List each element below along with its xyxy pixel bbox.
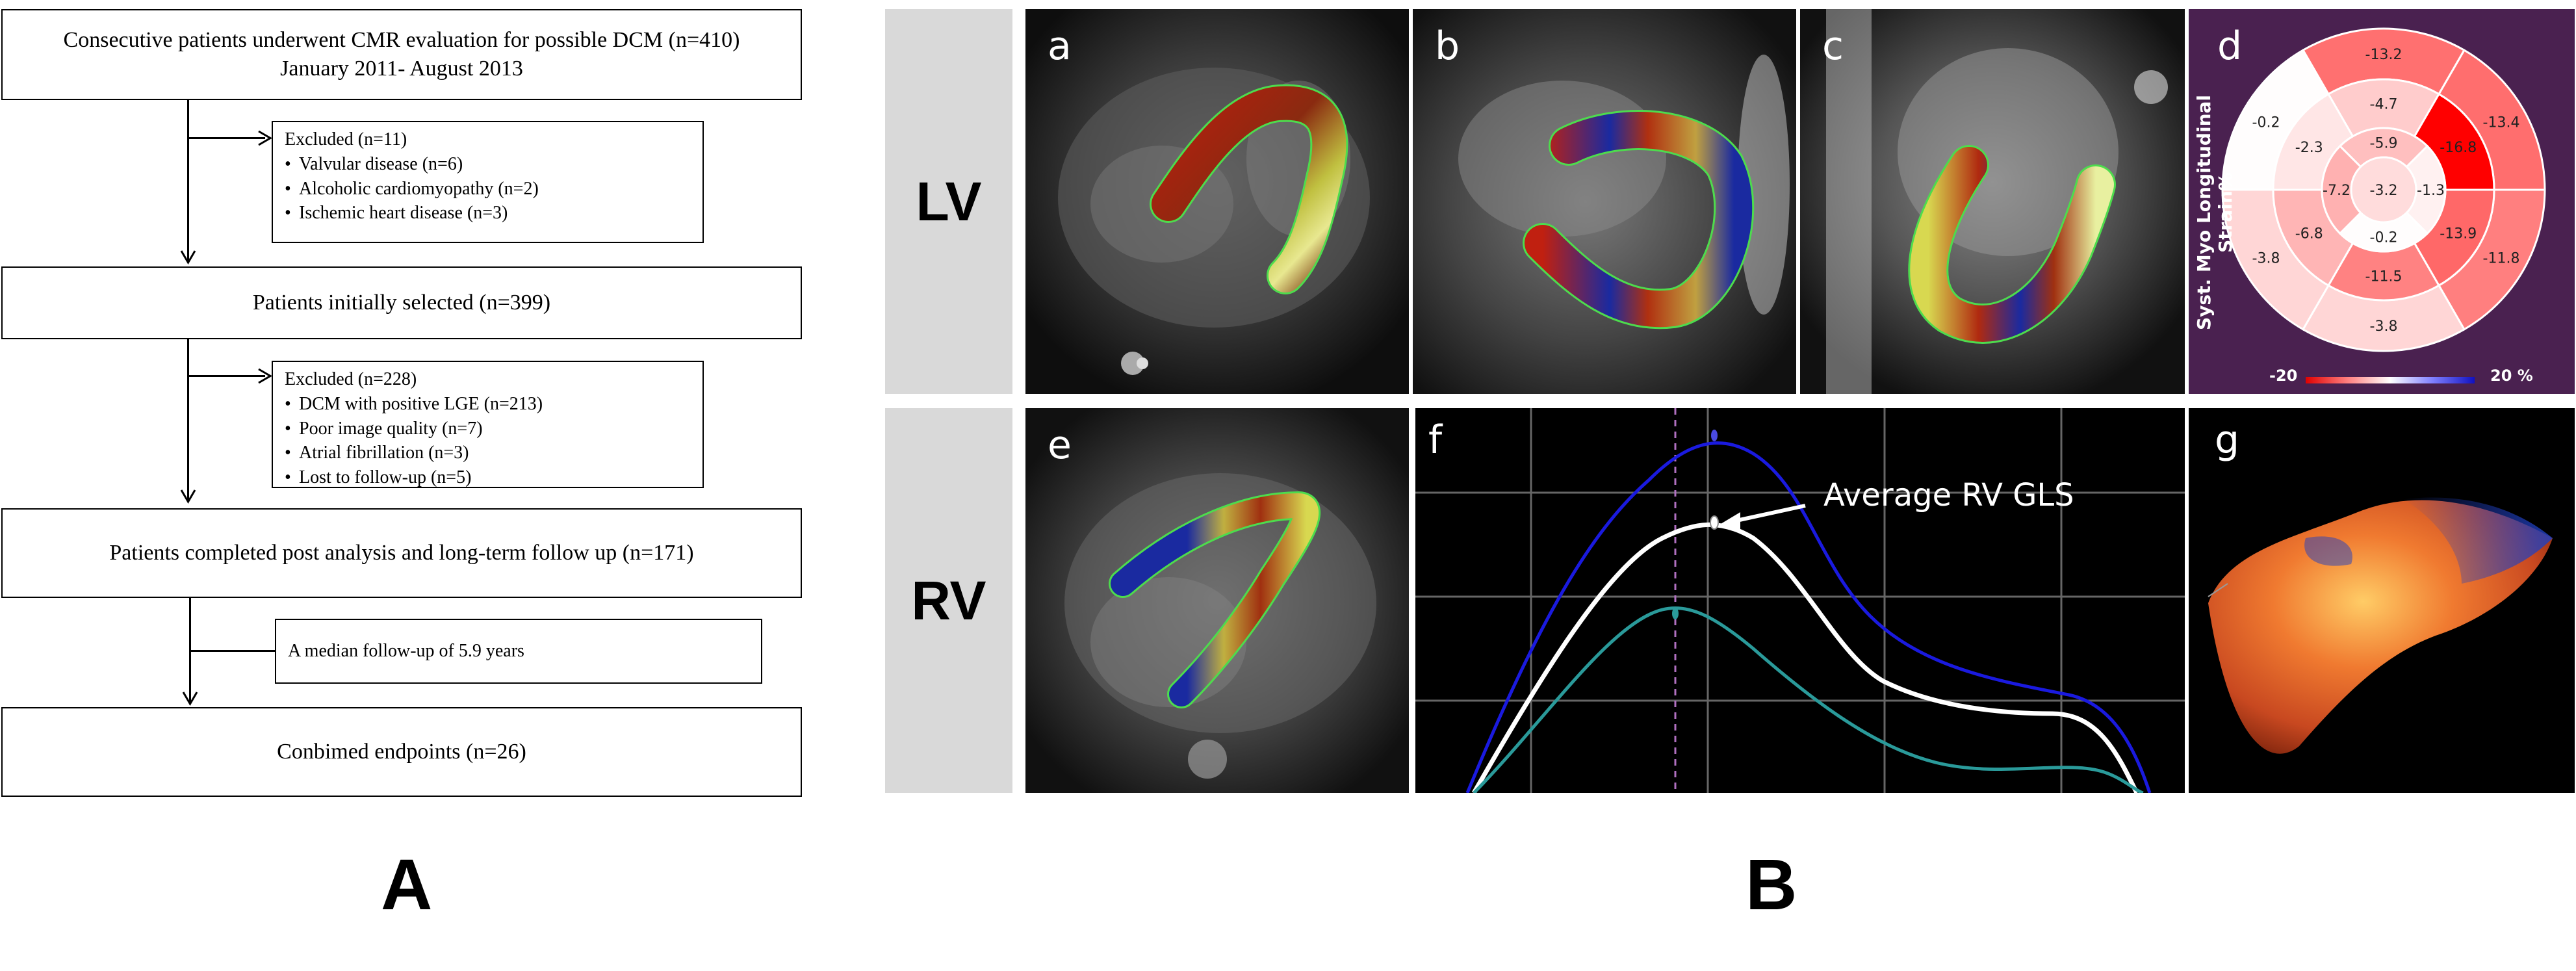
arrow-right-icon (258, 130, 272, 146)
cmr-four-chamber-image (1025, 9, 1409, 394)
arrow-right-icon (258, 368, 272, 384)
panel-a-cmr-image: a (1025, 9, 1409, 394)
cmr-short-axis-image (1413, 9, 1796, 394)
excluded-item: Lost to follow-up (n=5) (285, 465, 691, 490)
basal-segment-value: -11.8 (2483, 251, 2520, 267)
mid-segment-value: -16.8 (2440, 140, 2477, 156)
start-box: Consecutive patients underwent CMR evalu… (1, 9, 802, 100)
selected-box: Patients initially selected (n=399) (1, 266, 802, 339)
excluded-box-1: Excluded (n=11) Valvular disease (n=6) A… (272, 121, 704, 243)
arrow-down-icon (182, 692, 198, 706)
excluded-box-2: Excluded (n=228) DCM with positive LGE (… (272, 361, 704, 490)
figure-label-a: A (381, 845, 433, 925)
followup-text: A median follow-up of 5.9 years (288, 641, 524, 662)
arrow-down-icon (180, 489, 196, 504)
excluded-title: Excluded (n=11) (285, 129, 407, 149)
apex-segment-value: -3.2 (2370, 183, 2398, 199)
apical-segment-value: -5.9 (2370, 136, 2398, 152)
endpoints-box: Conbimed endpoints (n=26) (1, 707, 802, 797)
mid-segment-value: -2.3 (2295, 140, 2323, 156)
connector (187, 375, 265, 377)
panel-label-a: a (1048, 23, 1072, 69)
mid-segment-value: -13.9 (2440, 226, 2477, 242)
apical-segment-value: -1.3 (2417, 183, 2445, 199)
endpoints-text: Conbimed endpoints (n=26) (277, 739, 526, 764)
strain-curve-plot (1415, 408, 2185, 793)
panel-e-cmr-image: e (1025, 408, 1409, 793)
cmr-two-chamber-image (1800, 9, 2185, 394)
arrow-down-icon (180, 250, 196, 265)
average-rv-gls-annotation: Average RV GLS (1823, 477, 2074, 513)
panel-f-strain-curves: Average RV GLS f (1415, 408, 2185, 793)
completed-box: Patients completed post analysis and lon… (1, 508, 802, 598)
bullseye-title: Syst. Myo Longitudinal Strain% (2193, 95, 2236, 330)
row-label-lv-text: LV (916, 170, 982, 232)
curve-blue (1465, 441, 2152, 793)
basal-segment-value: -13.4 (2483, 115, 2520, 131)
connector (189, 650, 275, 652)
panel-g-3d-rendering: g (2189, 408, 2575, 793)
basal-segment-value: -13.2 (2365, 47, 2402, 63)
start-line2: January 2011- August 2013 (280, 57, 523, 81)
panel-label-f: f (1428, 417, 1443, 463)
mid-segment-value: -11.5 (2365, 269, 2402, 285)
connector (187, 137, 265, 139)
selected-text: Patients initially selected (n=399) (252, 290, 551, 315)
excluded-item: Poor image quality (n=7) (285, 417, 691, 441)
apical-segment-value: -7.2 (2323, 183, 2351, 199)
basal-segment-value: -3.8 (2370, 318, 2398, 335)
excluded-item: Alcoholic cardiomyopathy (n=2) (285, 177, 691, 201)
completed-text: Patients completed post analysis and lon… (109, 540, 694, 565)
connector (187, 100, 189, 261)
panel-label-d: d (2217, 23, 2243, 69)
apical-segment-value: -0.2 (2370, 230, 2398, 246)
color-scale-bar (2306, 377, 2475, 383)
panel-label-g: g (2215, 417, 2240, 463)
figure-label-b: B (1745, 845, 1797, 925)
mid-segment-value: -4.7 (2370, 97, 2398, 113)
bullseye-plot: -13.2 -13.4 -11.8 -3.8 -3.8 -0.2 -4.7 -16.8 -13.… (2221, 27, 2546, 352)
apex-segment (2350, 156, 2417, 224)
excluded-item: DCM with positive LGE (n=213) (285, 392, 691, 417)
curve-teal (1473, 606, 2144, 793)
mid-segment-value: -6.8 (2295, 226, 2323, 242)
rv-3d-strain-map (2208, 497, 2553, 754)
basal-segment-value: -0.2 (2252, 115, 2280, 131)
excluded-item: Ischemic heart disease (n=3) (285, 201, 691, 226)
panel-d-bullseye: -13.2 -13.4 -11.8 -3.8 -3.8 -0.2 -4.7 -16.8 -13.… (2189, 9, 2575, 394)
followup-box: A median follow-up of 5.9 years (275, 619, 762, 684)
curve-white (1471, 522, 2139, 793)
row-label-rv: RV (885, 408, 1012, 793)
scale-min-label: -20 (2269, 367, 2298, 385)
excluded-item: Atrial fibrillation (n=3) (285, 441, 691, 465)
panel-label-e: e (1048, 422, 1072, 468)
basal-segment-value: -3.8 (2252, 251, 2280, 267)
row-label-rv-text: RV (911, 569, 986, 631)
scale-max-label: 20 % (2490, 367, 2533, 385)
panel-c-cmr-image: c (1800, 9, 2185, 394)
cmr-rv-image (1025, 408, 1409, 793)
panel-label-c: c (1822, 23, 1844, 69)
row-label-lv: LV (885, 9, 1012, 394)
excluded-title: Excluded (n=228) (285, 369, 417, 389)
excluded-item: Valvular disease (n=6) (285, 152, 691, 177)
start-line1: Consecutive patients underwent CMR evalu… (63, 27, 740, 52)
panel-label-b: b (1435, 23, 1460, 69)
panel-b-cmr-image: b (1413, 9, 1796, 394)
connector (187, 339, 189, 500)
